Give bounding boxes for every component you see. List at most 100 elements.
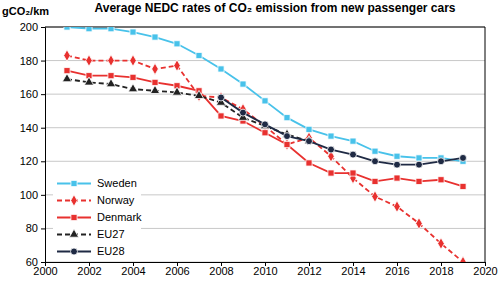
series-marker [262,121,269,128]
series-marker [284,141,290,147]
y-tick-label: 120 [20,155,38,167]
series-marker [64,27,70,30]
series-marker [62,74,71,82]
series-marker [328,133,334,139]
title: Average NEDC rates of CO₂ emission from … [94,1,455,15]
y-tick: 140 [20,122,45,134]
series-marker [130,74,136,80]
chart: Average NEDC rates of CO₂ emission from … [0,0,500,281]
series-marker [438,238,445,249]
series-marker [350,138,356,144]
series-marker [108,55,115,66]
y-tick-mark [41,27,45,28]
x-tick-label: 2016 [385,265,409,277]
series-marker [174,41,180,47]
grid [45,27,485,262]
y-axis-line [41,28,46,263]
y-tick-label: 140 [20,122,38,134]
series-marker [86,27,92,32]
series-line [67,27,463,161]
series-marker [460,154,467,161]
series-marker [416,155,422,161]
series-marker [350,151,357,158]
legend-label: EU27 [97,228,125,240]
y-axis-title: gCO₂/km [2,5,49,17]
legend-label: Denmark [97,211,142,223]
grid-line [45,94,485,95]
series-marker [394,161,401,168]
series-marker [438,158,445,165]
series-line [67,79,309,141]
y-tick-label: 180 [20,55,38,67]
legend-marker [69,229,78,237]
x-tick: 2006 [165,262,189,277]
series-marker [84,77,93,85]
series-marker [328,146,335,153]
y-tick: 100 [20,189,45,201]
y-tick-mark [41,195,45,196]
series-marker [108,73,114,79]
series-marker [150,85,159,93]
series-marker [284,139,291,150]
series-marker [174,60,181,71]
legend-marker [71,180,77,186]
x-tick-label: 2000 [33,265,57,277]
y-tick-mark [41,228,45,229]
series-marker [460,256,467,262]
y-tick: 120 [20,155,45,167]
legend-marker [71,248,78,255]
series-marker [262,98,268,104]
series-marker [460,183,466,189]
x-tick-label: 2020 [473,265,497,277]
series-marker [194,90,203,98]
y-tick: 80 [26,222,45,234]
x-tick: 2008 [209,262,233,277]
series-marker [416,161,423,168]
x-tick-label: 2018 [429,265,453,277]
y-tick-label: 200 [20,21,38,33]
series-marker [64,68,70,74]
legend-label: EU28 [97,245,125,257]
y-tick: 160 [20,88,45,100]
series-marker [172,87,181,95]
series-marker [372,158,379,165]
legend-item: EU27 [57,228,125,240]
x-tick-label: 2010 [253,265,277,277]
y-tick-mark [41,161,45,162]
series-marker [372,178,378,184]
x-tick-label: 2014 [341,265,365,277]
series-marker [394,175,400,181]
x-tick: 2004 [121,262,145,277]
series-marker [240,81,246,87]
series-marker [152,34,158,40]
series-marker [350,170,356,176]
series-marker [438,177,444,183]
series-marker [284,133,291,140]
x-tick-label: 2004 [121,265,145,277]
series-marker [394,153,400,159]
series-marker [416,218,423,229]
x-tick: 2010 [253,262,277,277]
series-marker [372,191,379,202]
x-tick: 2000 [33,262,57,277]
y-tick-label: 100 [20,189,38,201]
legend-label: Norway [97,194,135,206]
series-marker [130,29,136,35]
series-marker [86,55,93,66]
plot-frame [45,27,485,262]
series-marker [152,79,158,85]
x-tick: 2018 [429,262,453,277]
legend-item: EU28 [57,245,125,257]
series-marker [304,136,313,144]
series-marker [64,50,71,61]
series-marker [128,84,137,92]
y-tick-mark [41,61,45,62]
y-tick-mark [41,94,45,95]
series-marker [218,94,225,101]
series-marker [306,138,313,145]
x-tick: 2020 [473,262,497,277]
series-marker [306,160,312,166]
legend-marker [71,214,77,220]
legend-label: Sweden [97,177,137,189]
series-marker [328,170,334,176]
